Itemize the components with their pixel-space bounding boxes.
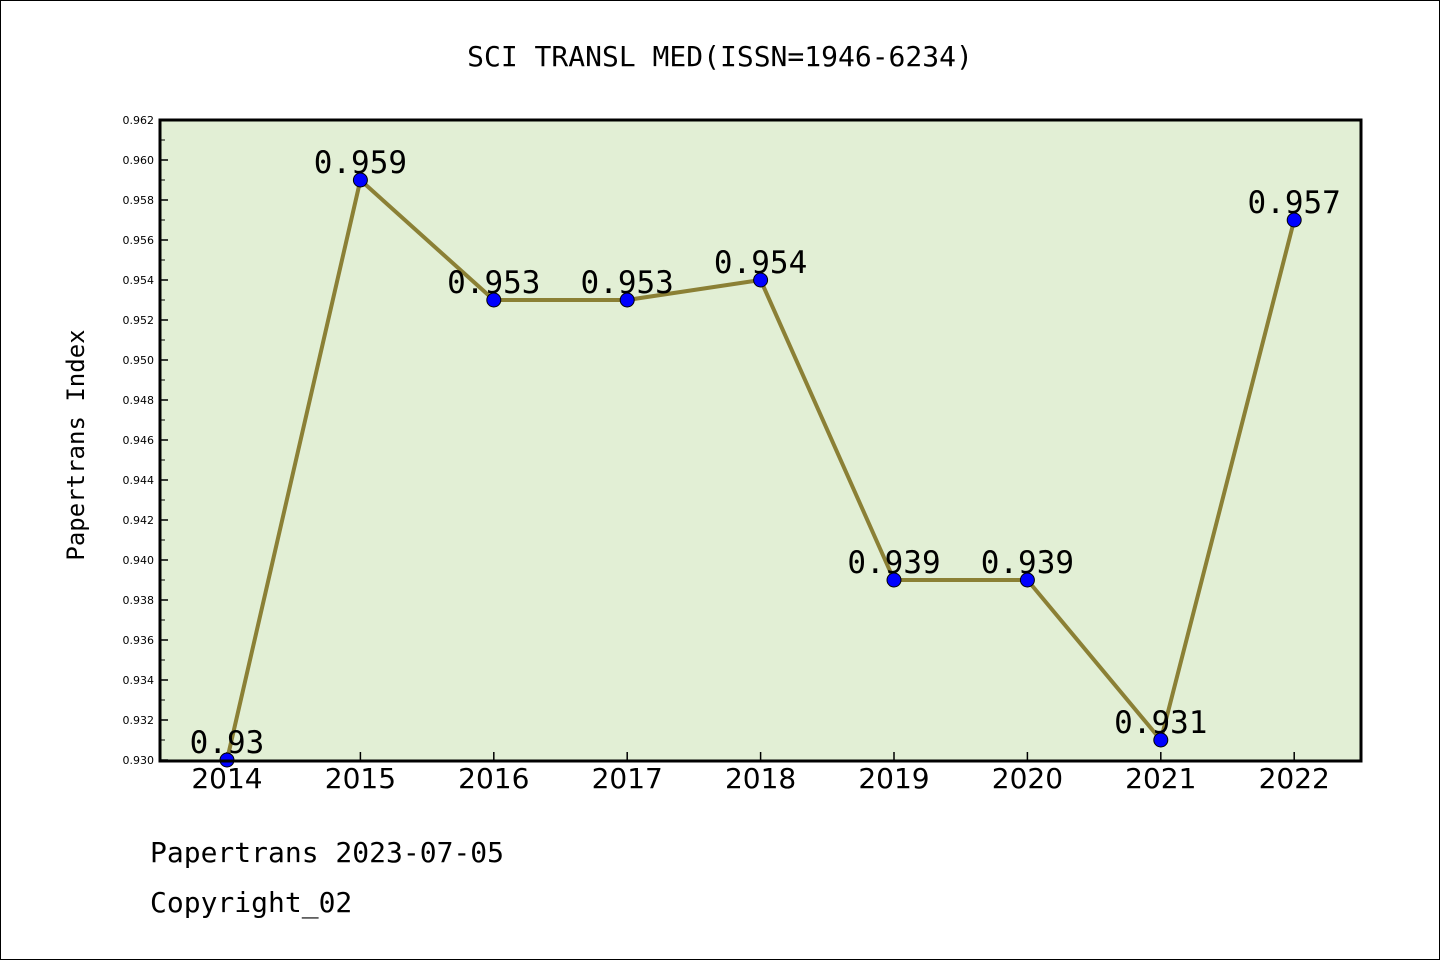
y-tick-label: 0.946 xyxy=(123,434,155,447)
y-axis-label: Papertrans Index xyxy=(62,329,90,560)
x-tick-label: 2015 xyxy=(325,762,396,795)
y-tick-label: 0.942 xyxy=(123,514,155,527)
data-point xyxy=(1286,212,1302,228)
data-label: 0.954 xyxy=(714,245,807,281)
data-label-group: 0.93 0.959 0.953 0.953 0.954 0.939 0.939 0.931 0… xyxy=(190,145,1341,761)
y-tick-label: 0.958 xyxy=(123,194,155,207)
x-tick-label: 2022 xyxy=(1259,762,1330,795)
y-tick-label: 0.934 xyxy=(123,674,155,687)
y-tick-label: 0.940 xyxy=(123,554,155,567)
footer-copyright: Copyright_02 xyxy=(150,886,353,919)
x-tick-label: 2021 xyxy=(1125,762,1196,795)
x-tick-label: 2016 xyxy=(458,762,529,795)
data-label: 0.939 xyxy=(981,545,1074,581)
data-label: 0.957 xyxy=(1248,185,1341,221)
y-tick-label: 0.952 xyxy=(123,314,155,327)
x-tick-label: 2020 xyxy=(992,762,1063,795)
data-point xyxy=(1153,732,1169,748)
data-point xyxy=(352,172,368,188)
chart-title: SCI TRANSL MED(ISSN=1946-6234) xyxy=(467,40,973,73)
footer-source: Papertrans 2023-07-05 xyxy=(150,836,505,869)
plot-border xyxy=(158,118,1363,763)
y-tick-label: 0.950 xyxy=(123,354,155,367)
plot-area xyxy=(160,120,1361,761)
data-point xyxy=(753,272,769,288)
y-tick-label: 0.960 xyxy=(123,154,155,167)
y-axis-ticks: 0.930 0.932 0.934 0.936 0.938 0.940 0.942 0.944… xyxy=(123,114,168,767)
x-tick-label: 2019 xyxy=(858,762,929,795)
data-point xyxy=(486,292,502,308)
data-label: 0.93 xyxy=(190,725,265,761)
y-tick-label: 0.932 xyxy=(123,714,155,727)
y-tick-label: 0.956 xyxy=(123,234,155,247)
y-tick-label: 0.938 xyxy=(123,594,155,607)
y-tick-label: 0.936 xyxy=(123,634,155,647)
data-label: 0.953 xyxy=(581,265,674,301)
data-point xyxy=(1019,572,1035,588)
y-tick-label: 0.948 xyxy=(123,394,155,407)
x-tick-label: 2017 xyxy=(592,762,663,795)
data-label: 0.953 xyxy=(447,265,540,301)
data-label: 0.931 xyxy=(1114,705,1207,741)
data-label: 0.959 xyxy=(314,145,407,181)
x-axis-ticks: 2014 2015 2016 2017 2018 2019 2020 2021 2022 xyxy=(191,752,1330,795)
y-tick-label: 0.944 xyxy=(123,474,155,487)
data-point xyxy=(619,292,635,308)
data-point-group xyxy=(219,172,1302,768)
x-tick-label: 2018 xyxy=(725,762,796,795)
y-tick-label: 0.930 xyxy=(123,754,155,767)
y-tick-label: 0.954 xyxy=(123,274,155,287)
data-label: 0.939 xyxy=(847,545,940,581)
data-point xyxy=(886,572,902,588)
y-tick-label: 0.962 xyxy=(123,114,155,127)
